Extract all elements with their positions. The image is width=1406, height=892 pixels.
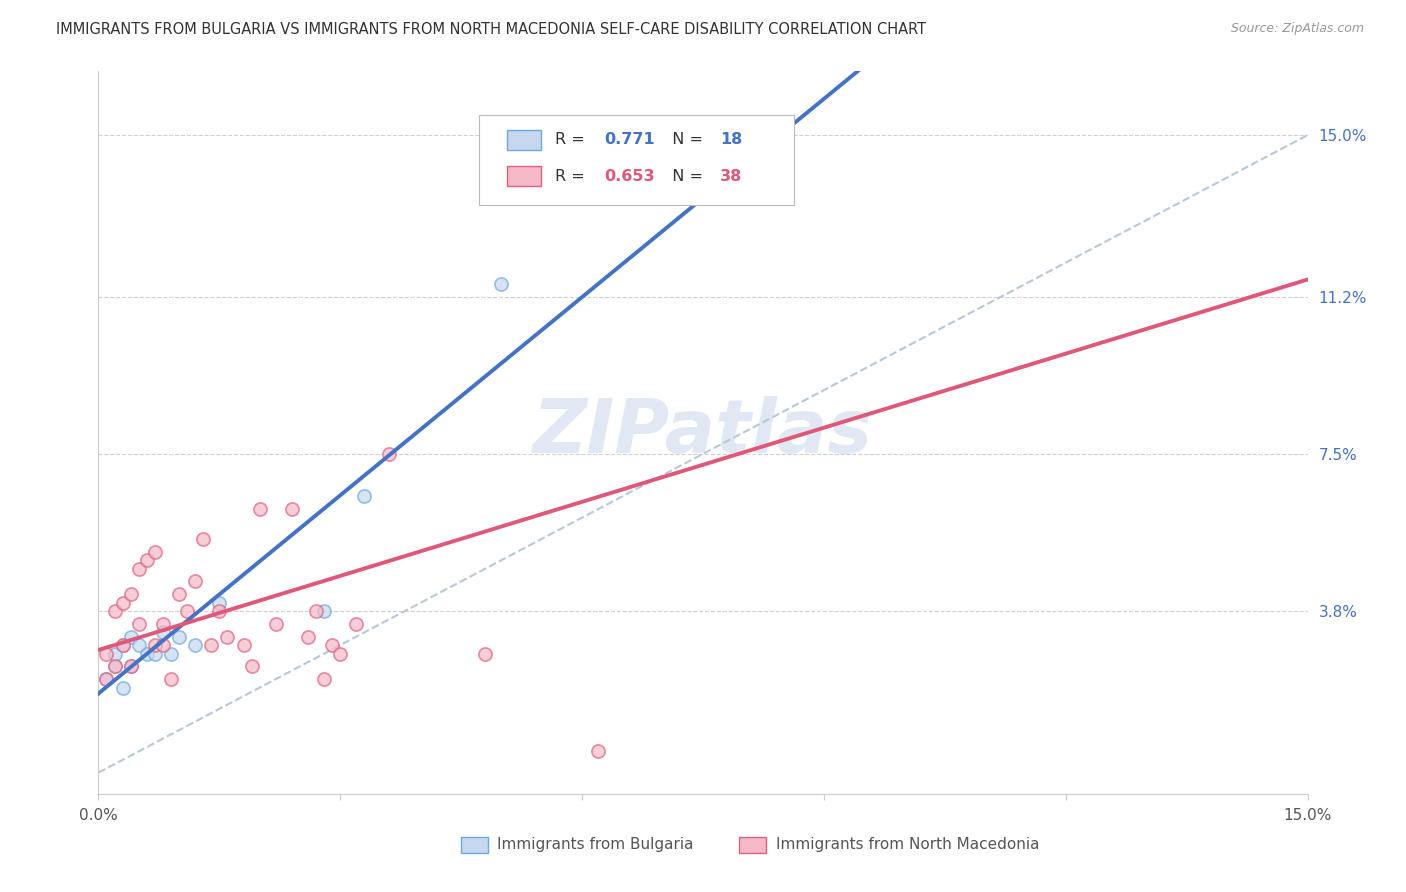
Point	[217, 630, 239, 644]
Point	[208, 596, 231, 610]
FancyBboxPatch shape	[508, 166, 541, 186]
Text: IMMIGRANTS FROM BULGARIA VS IMMIGRANTS FROM NORTH MACEDONIA SELF-CARE DISABILITY: IMMIGRANTS FROM BULGARIA VS IMMIGRANTS F…	[56, 22, 927, 37]
Point	[491, 277, 513, 291]
Point	[143, 638, 166, 652]
Point	[111, 681, 134, 695]
Point	[111, 638, 134, 652]
Point	[152, 625, 174, 640]
Text: Immigrants from North Macedonia: Immigrants from North Macedonia	[776, 837, 1039, 852]
Point	[120, 630, 142, 644]
FancyBboxPatch shape	[508, 130, 541, 150]
Text: R =: R =	[555, 169, 591, 184]
Point	[249, 502, 271, 516]
Point	[135, 647, 157, 661]
Point	[111, 638, 134, 652]
Point	[474, 647, 496, 661]
Point	[103, 604, 125, 618]
Point	[208, 604, 231, 618]
Point	[160, 672, 183, 686]
Point	[96, 647, 118, 661]
Point	[297, 630, 319, 644]
Point	[281, 502, 304, 516]
Point	[314, 672, 336, 686]
FancyBboxPatch shape	[461, 838, 488, 853]
Point	[128, 638, 150, 652]
Point	[344, 616, 367, 631]
Point	[176, 604, 198, 618]
Text: Immigrants from Bulgaria: Immigrants from Bulgaria	[498, 837, 695, 852]
Point	[353, 489, 375, 503]
Text: 38: 38	[720, 169, 742, 184]
Point	[152, 616, 174, 631]
Point	[314, 604, 336, 618]
Point	[377, 447, 399, 461]
Point	[167, 587, 190, 601]
Point	[143, 544, 166, 558]
Point	[167, 630, 190, 644]
Y-axis label: Self-Care Disability: Self-Care Disability	[0, 360, 7, 505]
Point	[103, 659, 125, 673]
Point	[240, 659, 263, 673]
Point	[184, 638, 207, 652]
Text: ZIPatlas: ZIPatlas	[533, 396, 873, 469]
Point	[586, 744, 609, 758]
Point	[305, 604, 328, 618]
Point	[184, 574, 207, 589]
Text: 0.771: 0.771	[603, 133, 654, 147]
Point	[96, 672, 118, 686]
Point	[103, 659, 125, 673]
Point	[772, 136, 794, 151]
Point	[120, 587, 142, 601]
Point	[128, 616, 150, 631]
FancyBboxPatch shape	[479, 115, 793, 205]
Point	[120, 659, 142, 673]
Point	[103, 647, 125, 661]
Point	[232, 638, 254, 652]
Point	[135, 553, 157, 567]
Text: N =: N =	[662, 169, 709, 184]
Text: Source: ZipAtlas.com: Source: ZipAtlas.com	[1230, 22, 1364, 36]
Point	[120, 659, 142, 673]
Point	[193, 532, 215, 546]
Point	[143, 647, 166, 661]
Point	[329, 647, 352, 661]
FancyBboxPatch shape	[740, 838, 766, 853]
Point	[264, 616, 287, 631]
Text: R =: R =	[555, 133, 591, 147]
Text: 18: 18	[720, 133, 742, 147]
Point	[321, 638, 343, 652]
Point	[128, 561, 150, 575]
Point	[152, 638, 174, 652]
Point	[96, 672, 118, 686]
Text: 0.653: 0.653	[603, 169, 654, 184]
Point	[200, 638, 222, 652]
Point	[160, 647, 183, 661]
Point	[111, 596, 134, 610]
Text: N =: N =	[662, 133, 709, 147]
